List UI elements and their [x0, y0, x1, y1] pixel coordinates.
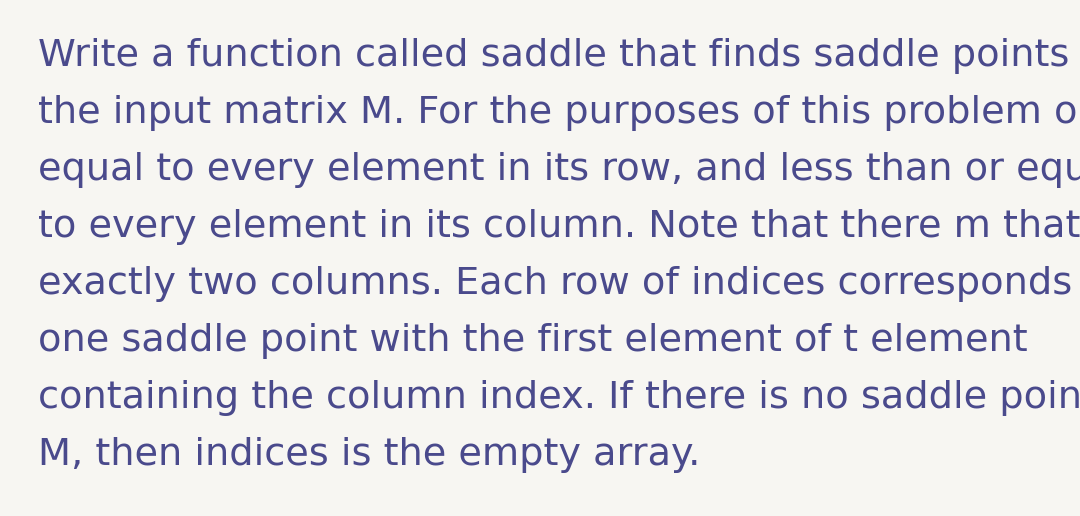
Text: containing the column index. If there is no saddle point in: containing the column index. If there is… [38, 380, 1080, 416]
Text: exactly two columns. Each row of indices corresponds to: exactly two columns. Each row of indices… [38, 266, 1080, 302]
Text: one saddle point with the first element of t element: one saddle point with the first element … [38, 323, 1028, 359]
Text: the input matrix M. For the purposes of this problem or: the input matrix M. For the purposes of … [38, 95, 1080, 131]
Text: M, then indices is the empty array.: M, then indices is the empty array. [38, 437, 700, 473]
Text: equal to every element in its row, and less than or equal: equal to every element in its row, and l… [38, 152, 1080, 188]
Text: to every element in its column. Note that there m that has: to every element in its column. Note tha… [38, 209, 1080, 245]
Text: Write a function called saddle that finds saddle points in: Write a function called saddle that find… [38, 38, 1080, 74]
